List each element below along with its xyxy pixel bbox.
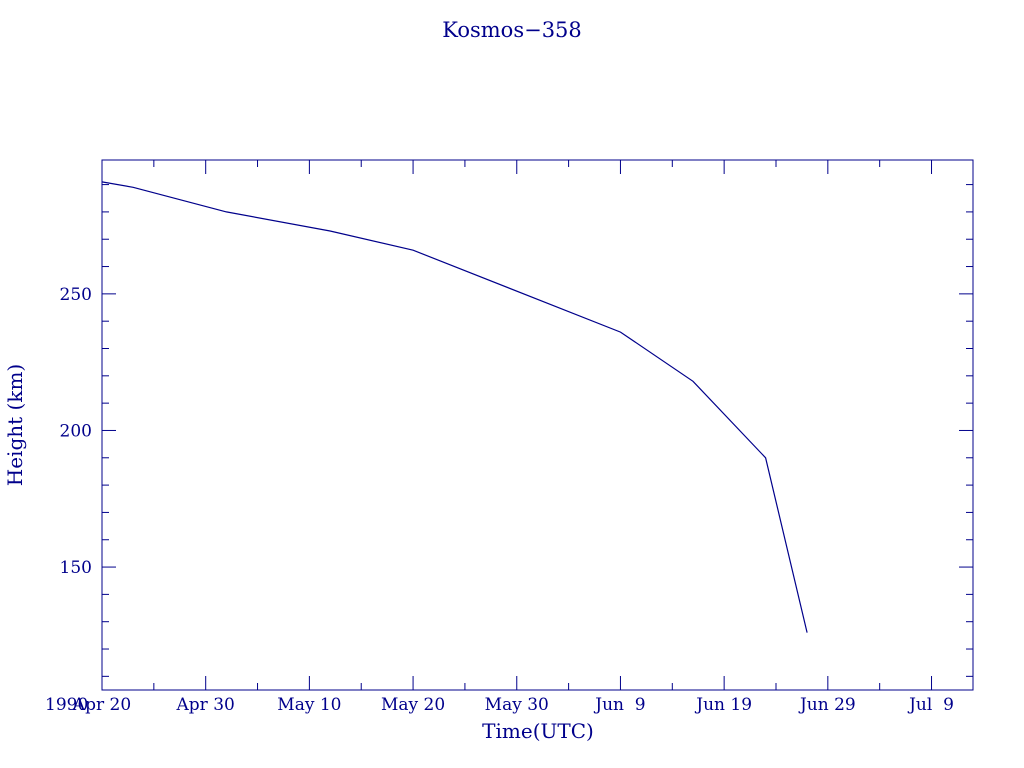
x-tick-label: Apr 20 bbox=[72, 695, 131, 715]
plot-frame bbox=[101, 159, 974, 691]
y-axis-label: Height (km) bbox=[3, 364, 27, 486]
x-start-label: 1990 bbox=[45, 695, 88, 715]
x-tick-label: May 20 bbox=[381, 695, 445, 715]
x-tick-label: May 30 bbox=[485, 695, 549, 715]
x-tick-label: May 10 bbox=[277, 695, 341, 715]
y-tick-label: 200 bbox=[60, 421, 92, 441]
chart-title: Kosmos−358 bbox=[442, 18, 582, 42]
y-tick-label: 250 bbox=[60, 285, 92, 305]
x-axis-label: Time(UTC) bbox=[482, 719, 594, 743]
x-tick-label: Jun 9 bbox=[593, 695, 645, 715]
y-tick-label: 150 bbox=[60, 558, 92, 578]
series-line bbox=[101, 181, 808, 633]
x-tick-label: Jun 19 bbox=[694, 695, 752, 715]
x-tick-label: Jun 29 bbox=[798, 695, 856, 715]
x-tick-label: Apr 30 bbox=[176, 695, 235, 715]
x-tick-label: Jul 9 bbox=[907, 695, 954, 715]
